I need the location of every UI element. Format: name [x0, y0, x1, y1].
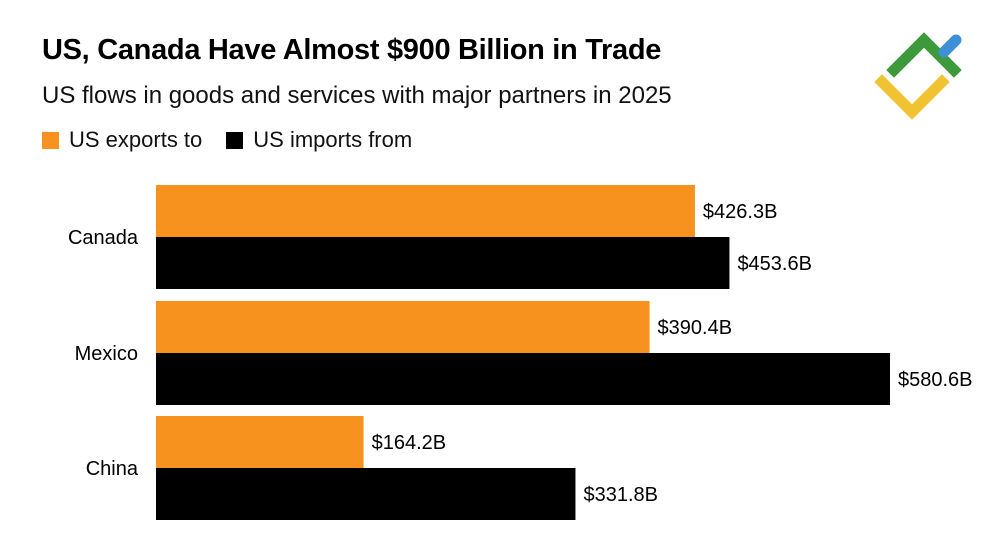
legend-swatch-exports — [42, 131, 59, 149]
legend-label-exports: US exports to — [69, 127, 203, 152]
bar-exports — [156, 185, 695, 237]
data-label: $453.6B — [737, 253, 812, 275]
legend-swatch-imports — [226, 131, 244, 149]
bar-imports — [156, 353, 890, 405]
legend-item-exports: US exports to — [42, 127, 202, 153]
data-label: $426.3B — [703, 201, 778, 223]
category-label: China — [86, 458, 139, 480]
bar-imports — [156, 237, 730, 289]
data-label: $580.6B — [898, 369, 973, 391]
data-label: $331.8B — [583, 484, 658, 506]
category-label: Mexico — [75, 343, 138, 365]
chart-legend: US exports to US imports from — [42, 127, 436, 153]
diamond-arrow-logo-icon — [874, 32, 962, 120]
chart-subtitle: US flows in goods and services with majo… — [42, 82, 672, 109]
bar-imports — [156, 468, 576, 520]
data-label: $390.4B — [658, 317, 733, 339]
legend-item-imports: US imports from — [226, 127, 412, 153]
legend-label-imports: US imports from — [253, 127, 413, 152]
category-label: Canada — [68, 227, 139, 249]
data-label: $164.2B — [372, 432, 447, 454]
bar-exports — [156, 416, 364, 468]
bar-exports — [156, 301, 650, 353]
chart-title: US, Canada Have Almost $900 Billion in T… — [42, 34, 662, 66]
